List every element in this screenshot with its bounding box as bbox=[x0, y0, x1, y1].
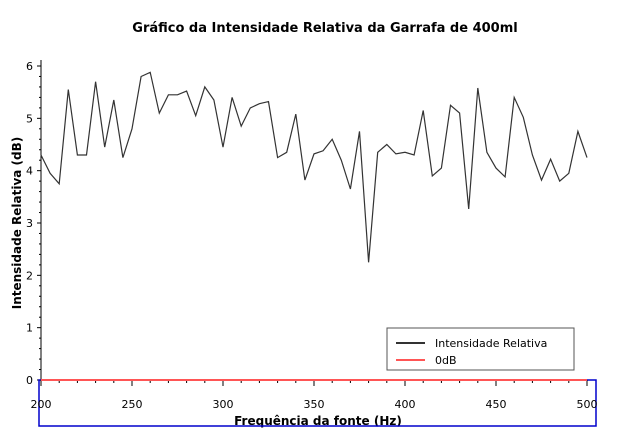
x-axis-label: Frequência da fonte (Hz) bbox=[234, 414, 402, 428]
x-tick-label-350: 350 bbox=[304, 398, 325, 411]
y-tick-label-3: 3 bbox=[26, 217, 33, 230]
y-axis-label: Intensidade Relativa (dB) bbox=[10, 137, 24, 310]
y-tick-label-1: 1 bbox=[26, 322, 33, 335]
chart-title: Gráfico da Intensidade Relativa da Garra… bbox=[132, 21, 517, 36]
series-line-intensidade-relativa bbox=[40, 71, 588, 263]
y-tick-label-2: 2 bbox=[26, 269, 33, 282]
x-tick-label-300: 300 bbox=[213, 398, 234, 411]
y-tick-label-0: 0 bbox=[26, 374, 33, 387]
x-tick-label-400: 400 bbox=[395, 398, 416, 411]
x-tick-label-500: 500 bbox=[577, 398, 598, 411]
y-tick-label-4: 4 bbox=[26, 165, 33, 178]
legend-label-intensidade: Intensidade Relativa bbox=[435, 337, 547, 350]
legend-box bbox=[386, 327, 575, 371]
legend-label-0db: 0dB bbox=[435, 354, 457, 367]
legend: Intensidade Relativa 0dB bbox=[386, 327, 575, 371]
x-tick-label-450: 450 bbox=[486, 398, 507, 411]
y-tick-label-6: 6 bbox=[26, 60, 33, 73]
x-tick-label-250: 250 bbox=[122, 398, 143, 411]
plot-area: 0 1 2 3 4 5 6 200 250 300 350 400 450 500 bbox=[26, 60, 598, 427]
x-tick-label-200: 200 bbox=[31, 398, 52, 411]
y-tick-label-5: 5 bbox=[26, 112, 33, 125]
